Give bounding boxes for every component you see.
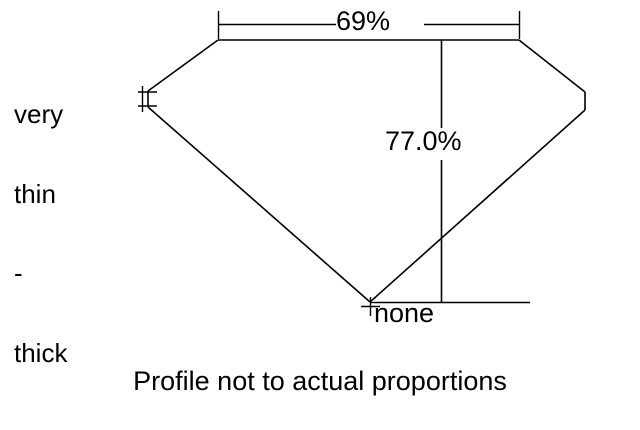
gem-outline-group bbox=[147, 39, 586, 303]
culet-reference-group bbox=[361, 297, 530, 316]
girdle-thickness-label-line-2: thin bbox=[14, 178, 56, 209]
girdle-width-value: 69% bbox=[336, 6, 391, 36]
gem-crown-left-slope bbox=[147, 39, 219, 92]
gem-pavilion-right-slope bbox=[369, 109, 586, 303]
girdle-width-dimension-group bbox=[217, 11, 521, 39]
gem-pavilion-left-slope bbox=[147, 106, 371, 303]
culet-size-value: none bbox=[374, 298, 435, 328]
girdle-thickness-label: very thin - thick bbox=[14, 48, 67, 419]
total-depth-value: 77.0% bbox=[385, 126, 462, 156]
girdle-thickness-label-line-1: very bbox=[14, 99, 64, 130]
girdle-thickness-label-line-4: thick bbox=[14, 337, 68, 368]
diagram-caption: Profile not to actual proportions bbox=[133, 366, 507, 396]
girdle-thickness-tick-group bbox=[138, 86, 157, 112]
girdle-thickness-label-line-3: - bbox=[14, 258, 23, 289]
gem-crown-right-slope bbox=[518, 39, 586, 93]
